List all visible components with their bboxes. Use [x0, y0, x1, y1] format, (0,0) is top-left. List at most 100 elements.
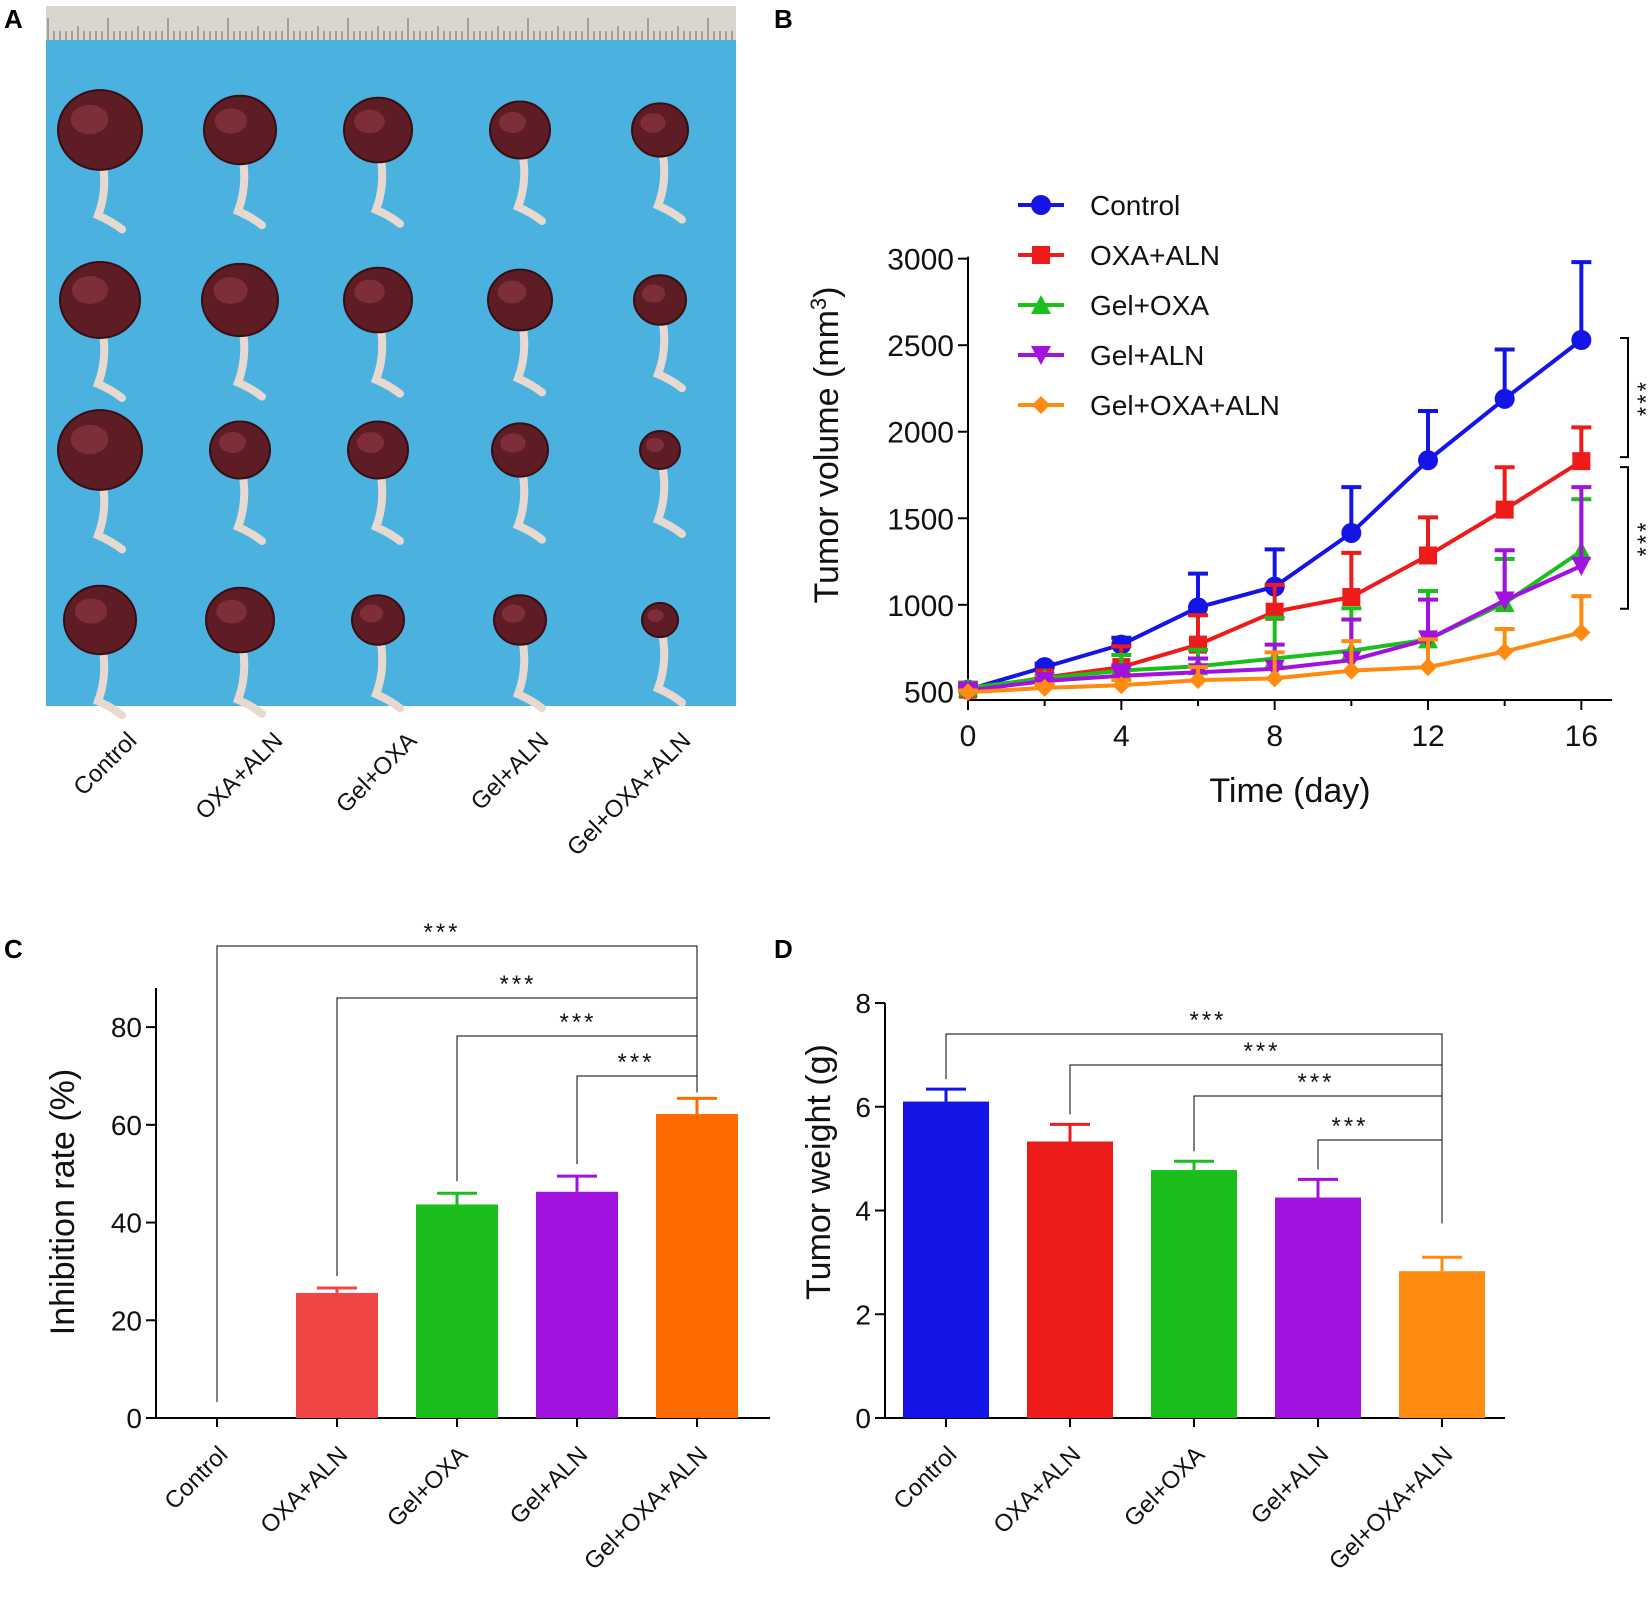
- tumor-stalk: [370, 467, 404, 545]
- legend-label: Gel+OXA: [1090, 290, 1209, 321]
- tumor-stalk: [512, 634, 546, 713]
- b-point: [1494, 591, 1515, 611]
- d-bar-oxa-aln: [1027, 1141, 1113, 1418]
- tumor-stalk: [512, 318, 546, 397]
- d-bar-gel-aln: [1275, 1197, 1361, 1418]
- b-y-tick-label: 2000: [887, 417, 954, 450]
- c-y-tick-label: 40: [111, 1208, 142, 1239]
- tumor-highlight: [216, 599, 247, 624]
- photo-label-gel-aln: Gel+ALN: [466, 727, 554, 815]
- b-x-axis-label: Time (day): [1209, 772, 1370, 810]
- b-point: [1571, 556, 1592, 576]
- tumor-stalk: [652, 314, 686, 393]
- b-point: [1572, 452, 1591, 471]
- legend-marker: [1032, 396, 1050, 414]
- b-point: [1419, 658, 1437, 677]
- c-category-label: Control: [159, 1441, 233, 1515]
- tumor-highlight: [213, 277, 248, 304]
- photo-label-gel-oxa-aln: Gel+OXA+ALN: [562, 727, 696, 861]
- tumor-weight-chart: Tumor weight (g) 0 2 4 6 8 Control OXA+ALN Gel+…: [800, 988, 1505, 1575]
- b-point: [1571, 330, 1592, 350]
- b-y-tick-label: 2500: [887, 330, 954, 363]
- legend-marker: [1031, 295, 1051, 314]
- d-y-tick-label: 6: [855, 1092, 871, 1123]
- b-significance-label: ***: [1633, 519, 1650, 556]
- tumor-stalk: [92, 641, 126, 720]
- c-category-label: Gel+ALN: [505, 1441, 593, 1529]
- tumor-highlight: [70, 424, 109, 455]
- d-bar-control: [903, 1101, 989, 1418]
- tumor-stalk: [370, 149, 404, 228]
- c-category-label: OXA+ALN: [255, 1441, 353, 1539]
- photo-label-control: Control: [68, 727, 142, 801]
- tumor-highlight: [219, 432, 246, 453]
- tumor-photo: Control OXA+ALN Gel+OXA Gel+ALN Gel+OXA+…: [46, 6, 736, 861]
- d-bar-gel-oxa-aln: [1399, 1271, 1485, 1418]
- b-x-tick-label: 12: [1411, 720, 1444, 753]
- tumor-highlight: [641, 284, 666, 303]
- d-comparison-label: ***: [1243, 1038, 1280, 1065]
- tumor-stalk: [232, 467, 266, 545]
- d-y-axis-label: Tumor weight (g): [800, 1044, 838, 1300]
- c-y-tick-label: 80: [111, 1012, 142, 1043]
- d-category-label: OXA+ALN: [988, 1441, 1086, 1539]
- c-category-label: Gel+OXA: [382, 1441, 473, 1532]
- ruler: [46, 6, 736, 40]
- legend-marker: [1032, 246, 1050, 264]
- d-y-tick-label: 0: [855, 1403, 871, 1434]
- d-category-label: Gel+OXA: [1119, 1441, 1210, 1532]
- tumor-stalk: [370, 319, 404, 398]
- d-comparison-bracket: [1069, 1064, 1443, 1224]
- b-point: [1035, 678, 1054, 697]
- panel-letter-c: C: [4, 934, 23, 964]
- inhibition-rate-chart: Inhibition rate (%) 0 20 40 60 80 Control OXA+…: [44, 919, 770, 1575]
- tumor-highlight: [500, 433, 526, 453]
- c-y-axis-label: Inhibition rate (%): [44, 1069, 82, 1335]
- b-y-tick-label: 500: [904, 676, 954, 709]
- tumor-highlight: [214, 108, 248, 134]
- d-category-label: Control: [888, 1441, 962, 1515]
- d-y-tick-label: 8: [855, 988, 871, 1019]
- d-y-tick-label: 4: [855, 1196, 871, 1227]
- c-comparison-bracket: [456, 1035, 698, 1182]
- tumor-stalk: [652, 145, 686, 224]
- b-point: [1342, 588, 1361, 607]
- c-y-tick-label: 20: [111, 1305, 142, 1336]
- d-y-tick-label: 2: [855, 1299, 871, 1330]
- d-comparison-bracket: [1317, 1139, 1443, 1224]
- photo-label-oxa-aln: OXA+ALN: [190, 727, 288, 825]
- c-bar-gel-oxa: [416, 1204, 498, 1418]
- b-point: [1112, 676, 1131, 695]
- b-point: [1265, 669, 1284, 688]
- b-point: [1495, 642, 1514, 661]
- legend-label: OXA+ALN: [1090, 240, 1220, 271]
- d-category-label: Gel+OXA+ALN: [1324, 1441, 1458, 1575]
- d-bar-gel-oxa: [1151, 1170, 1237, 1418]
- tumor-stalk: [92, 155, 126, 234]
- tumor-stalk: [232, 151, 266, 230]
- b-point: [1495, 500, 1514, 519]
- legend-marker: [1031, 346, 1051, 365]
- b-point: [1418, 450, 1438, 471]
- b-significance-label: ***: [1633, 379, 1650, 416]
- b-y-axis-label: Tumor volume (mm3): [806, 286, 847, 603]
- panel-letter-a: A: [4, 4, 23, 34]
- c-y-tick-label: 0: [126, 1403, 142, 1434]
- tumor-stalk: [652, 460, 686, 538]
- tumor-highlight: [354, 279, 385, 304]
- c-comparison-label: ***: [617, 1049, 654, 1076]
- tumor-grid: [57, 89, 689, 720]
- c-comparison-bracket: [576, 1075, 698, 1165]
- tumor-highlight: [354, 109, 385, 134]
- legend-label: Gel+OXA+ALN: [1090, 390, 1280, 421]
- b-point: [1341, 522, 1362, 543]
- d-category-label: Gel+ALN: [1246, 1441, 1334, 1529]
- d-comparison-label: ***: [1331, 1113, 1368, 1140]
- tumor-highlight: [646, 438, 664, 452]
- b-point: [1189, 671, 1207, 690]
- b-y-tick-label: 3000: [887, 244, 954, 277]
- b-point: [959, 683, 977, 702]
- c-bar-gel-aln: [536, 1191, 618, 1418]
- b-point: [1342, 661, 1361, 680]
- tumor-stalk: [92, 475, 126, 554]
